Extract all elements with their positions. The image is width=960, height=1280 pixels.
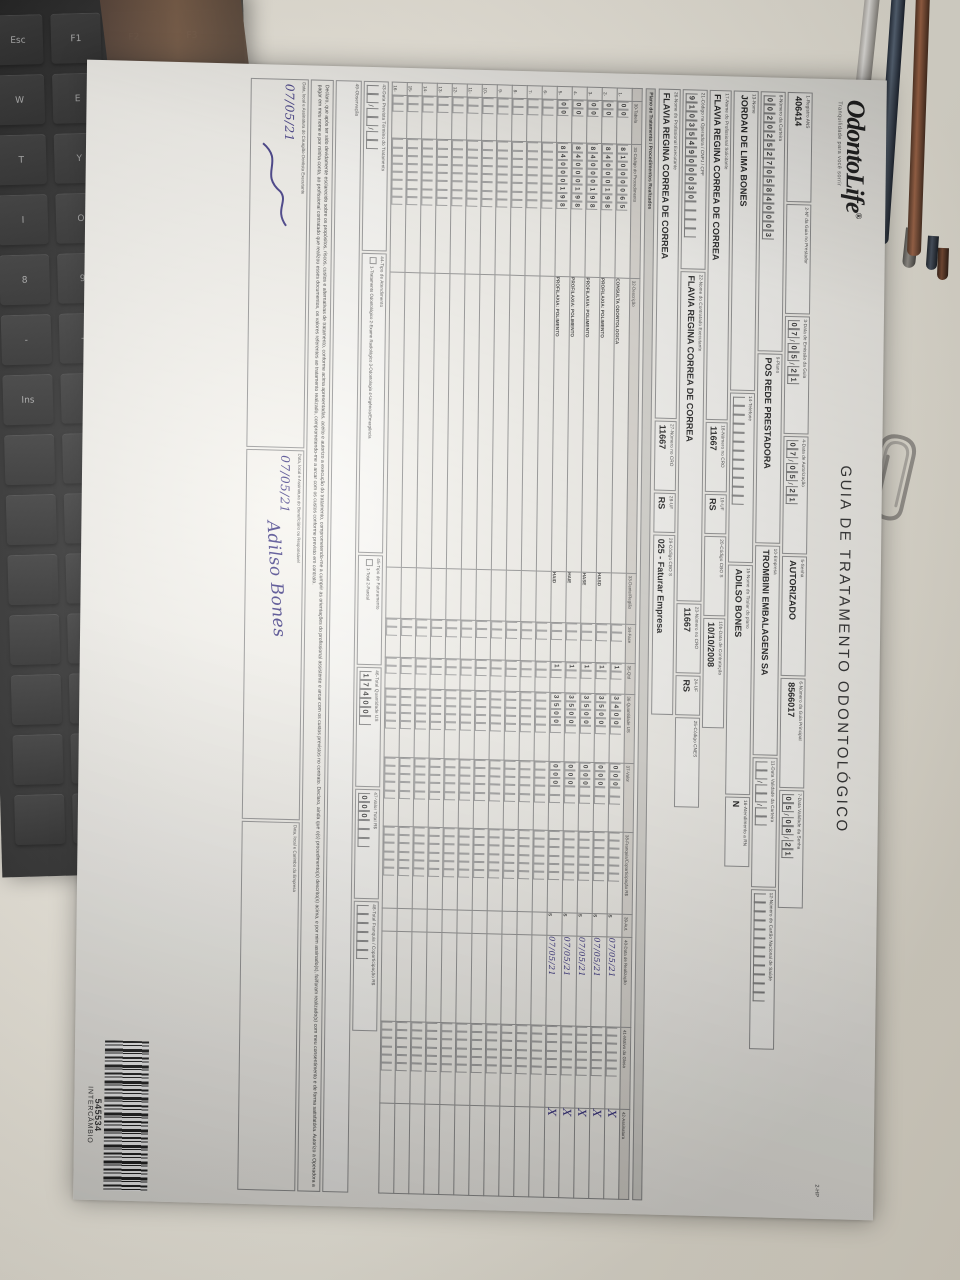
photo-scene: EscF1F2F3WERTYUIOP7890-+PrntInsHome Odon…: [0, 0, 960, 1280]
lighting-overlay: [0, 0, 960, 1280]
